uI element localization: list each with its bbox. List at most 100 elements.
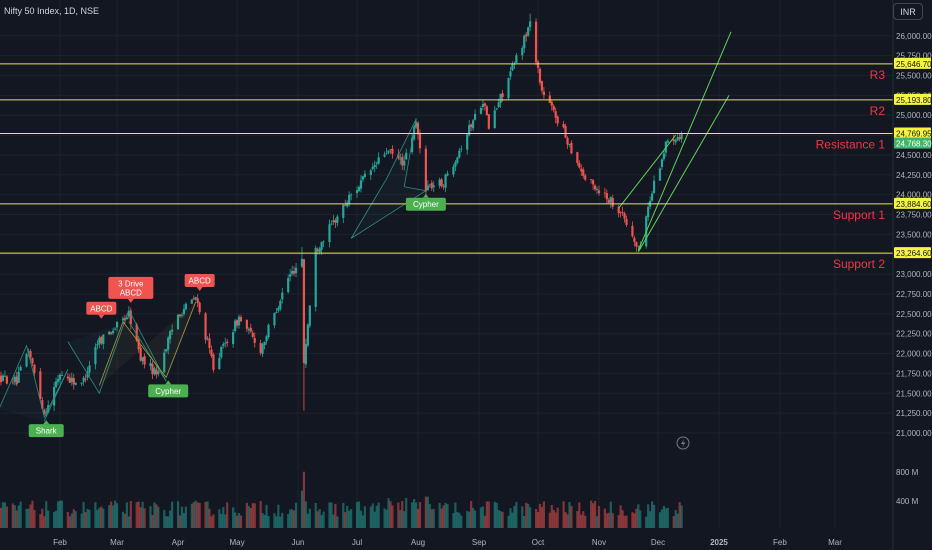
candle-body: [635, 242, 638, 247]
volume-bar: [287, 514, 290, 528]
volume-bar: [98, 507, 101, 528]
candle-body: [389, 149, 392, 151]
currency-button[interactable]: INR: [893, 3, 923, 20]
time-tick-label: Mar: [110, 538, 124, 547]
volume-bar: [289, 509, 292, 528]
volume-bar: [129, 501, 132, 528]
candle-body: [306, 324, 309, 346]
volume-bar: [678, 502, 681, 528]
pattern-tag-pointer: [196, 286, 203, 291]
volume-bar: [304, 501, 307, 528]
volume-bar: [198, 502, 201, 528]
volume-bar: [13, 505, 16, 528]
candle-body: [515, 55, 518, 63]
candle-body: [171, 329, 174, 332]
volume-bar: [619, 505, 622, 528]
volume-bar: [607, 512, 610, 528]
candle-body: [184, 303, 187, 310]
candle-body: [597, 190, 601, 194]
candle-body: [281, 292, 284, 300]
volume-bar: [249, 508, 252, 528]
candle-body: [418, 132, 422, 149]
volume-bar: [208, 508, 211, 528]
volume-bar: [556, 507, 559, 528]
volume-bar: [155, 504, 158, 528]
volume-bar: [525, 502, 528, 528]
candle-body: [300, 258, 304, 267]
volume-bar: [275, 516, 278, 528]
volume-bar: [86, 508, 89, 528]
volume-bar: [100, 506, 103, 528]
volume-bar: [605, 513, 608, 528]
volume-bar: [418, 502, 422, 528]
lightning-icon[interactable]: [676, 436, 690, 450]
candle-body: [399, 158, 402, 160]
lightning-icon-bolt: [681, 439, 686, 448]
volume-bar: [578, 502, 581, 528]
volume-bar: [60, 500, 64, 528]
volume-bar: [281, 512, 284, 528]
volume-bar: [332, 514, 335, 528]
candle-body: [226, 341, 229, 344]
volume-bar: [245, 502, 248, 528]
volume-bar: [483, 515, 486, 528]
candle-body: [19, 367, 22, 371]
candle-body: [3, 375, 7, 377]
volume-bar: [674, 510, 677, 528]
volume-bar: [582, 511, 585, 528]
price-tick-label: 23,000.00: [896, 270, 932, 279]
volume-bar: [94, 502, 97, 528]
volume-bar: [387, 498, 390, 528]
volume-bar: [481, 506, 485, 528]
volume-bar: [357, 501, 361, 528]
candle-body: [625, 218, 628, 225]
candle-body: [194, 297, 197, 300]
time-tick-label: Oct: [532, 538, 545, 547]
volume-bar: [137, 501, 140, 528]
volume-bars: [0, 471, 683, 528]
volume-bar: [401, 500, 404, 528]
price-levels: R3 R2 Resistance 1 Support 1 Support 2: [0, 63, 893, 271]
volume-bar: [123, 513, 127, 528]
volume-bar: [143, 508, 146, 528]
candle-body: [157, 371, 160, 374]
candle-body: [430, 182, 433, 189]
time-tick-label: Sep: [472, 538, 487, 547]
candle-body: [289, 274, 292, 277]
volume-bar: [350, 509, 353, 528]
volume-bar: [377, 502, 380, 528]
volume-bar: [507, 515, 510, 528]
time-tick-label: Jul: [352, 538, 362, 547]
price-tick-label: 22,500.00: [896, 310, 932, 319]
candle-body: [273, 312, 276, 326]
candle-body: [112, 330, 115, 334]
volume-bar: [554, 512, 557, 528]
candle-body: [318, 248, 321, 253]
candle-body: [428, 184, 431, 186]
candle-body: [58, 374, 62, 380]
candle-body: [153, 368, 156, 375]
candle-body: [68, 377, 71, 383]
volume-bar: [25, 508, 28, 528]
volume-bar: [3, 502, 7, 528]
candle-body: [60, 374, 64, 376]
candle-body: [232, 332, 235, 345]
volume-bar: [371, 503, 374, 528]
candle-body: [468, 125, 471, 136]
candle-body: [479, 107, 483, 114]
candle-body: [548, 95, 551, 104]
candle-body: [369, 170, 372, 176]
candle-body: [167, 337, 170, 350]
volume-bar: [403, 511, 406, 528]
candle-body: [292, 270, 296, 274]
volume-bar: [52, 511, 56, 528]
candle-body: [666, 140, 669, 143]
volume-bar: [511, 512, 514, 528]
volume-bar: [621, 510, 624, 528]
candle-body: [501, 93, 504, 98]
candle-body: [332, 220, 335, 223]
price-axis: 26,000.0025,750.0025,500.0025,250.0025,0…: [894, 32, 932, 506]
level-price-badge-text: 25,646.70: [896, 60, 932, 69]
candle-body: [43, 409, 46, 414]
volume-bar: [88, 509, 91, 528]
